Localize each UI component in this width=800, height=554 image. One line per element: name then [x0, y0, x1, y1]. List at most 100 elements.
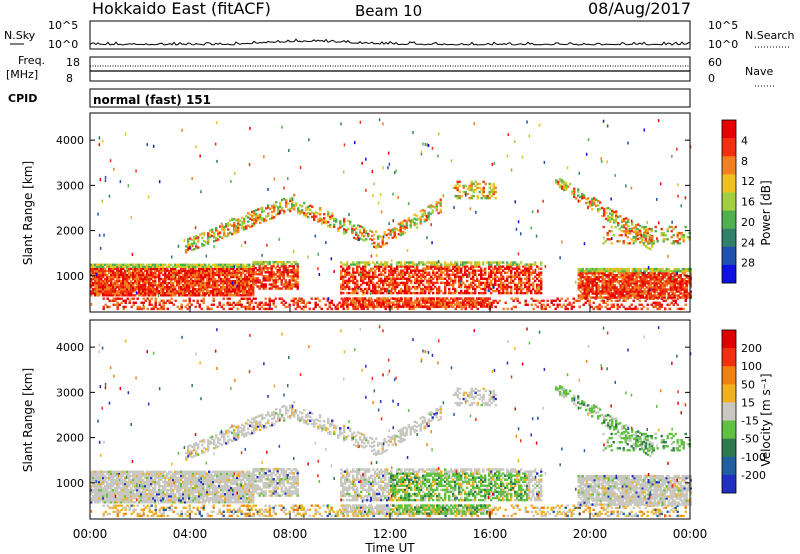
power-cell: [374, 289, 377, 293]
power-cell: [236, 307, 239, 311]
power-cell: [154, 273, 157, 277]
power-cell: [188, 290, 191, 293]
power-cell: [222, 273, 225, 277]
power-cell: [262, 287, 265, 290]
power-cell: [581, 272, 584, 275]
power-cell: [386, 263, 389, 266]
power-cell: [430, 303, 433, 306]
power-cell: [213, 231, 216, 235]
nsky-panel: [89, 20, 691, 50]
power-cell: [605, 217, 608, 221]
power-cell: [468, 287, 471, 291]
power-cell: [536, 287, 539, 291]
power-cell: [649, 274, 652, 277]
power-cell: [476, 263, 479, 266]
power-cell: [407, 217, 410, 220]
power-cell: [226, 281, 229, 285]
power-cell: [136, 269, 139, 273]
power-cell: [255, 215, 258, 218]
power-cell: [202, 275, 205, 279]
power-cell: [623, 294, 626, 297]
power-cell: [200, 265, 203, 268]
power-cell: [345, 229, 348, 232]
power-cell: [148, 269, 151, 273]
power-cell: [424, 303, 427, 306]
power-cell: [191, 248, 194, 252]
power-cell: [198, 288, 201, 291]
power-cell: [637, 274, 640, 277]
power-cell: [518, 273, 521, 276]
power-cell: [110, 277, 113, 281]
power-cell: [625, 223, 628, 226]
power-cell: [275, 201, 278, 204]
power-cell: [431, 209, 434, 212]
power-cell: [460, 289, 463, 293]
power-cell: [357, 234, 360, 237]
power-cell: [210, 284, 213, 287]
power-cell: [609, 296, 612, 299]
power-cell: [372, 267, 375, 270]
power-cell: [410, 275, 413, 278]
power-cell: [246, 281, 249, 285]
power-cell: [448, 267, 451, 270]
power-cell: [190, 263, 193, 266]
power-cell: [522, 265, 525, 268]
power-cell: [606, 303, 609, 306]
power-cell: [196, 301, 199, 304]
power-cell: [190, 286, 193, 289]
power-cell: [172, 286, 175, 289]
power-cell: [90, 284, 93, 287]
power-cell: [140, 273, 143, 277]
power-cell: [198, 284, 201, 287]
power-cell: [144, 288, 147, 291]
power-cell: [434, 263, 437, 266]
power-cell: [352, 279, 355, 283]
power-cell: [208, 275, 211, 279]
power-cell: [152, 286, 155, 289]
power-cell: [260, 262, 263, 266]
power-cell: [264, 265, 267, 268]
power-cell: [486, 281, 489, 285]
power-cell: [244, 307, 247, 311]
power-cell: [292, 271, 295, 274]
power-cell: [268, 260, 271, 264]
power-cell: [193, 239, 196, 243]
power-cell: [439, 208, 442, 212]
power-cell: [625, 274, 628, 277]
power-cell: [250, 279, 253, 283]
power-cell: [164, 269, 167, 273]
power-cell: [270, 307, 273, 311]
power-cell: [661, 269, 664, 273]
power-cell: [550, 299, 553, 302]
power-cell: [679, 274, 682, 277]
power-cell: [399, 221, 402, 225]
power-cell: [625, 221, 628, 224]
power-cell: [168, 263, 171, 266]
power-cell: [472, 188, 475, 192]
power-cell: [106, 269, 109, 273]
power-cell: [158, 286, 161, 289]
power-cell: [286, 271, 289, 274]
power-cell: [398, 305, 401, 308]
power-cell: [126, 277, 129, 281]
power-cell: [150, 281, 153, 285]
power-cell: [400, 299, 403, 302]
power-cell: [583, 276, 586, 279]
power-cell: [92, 271, 95, 275]
power-cell: [468, 291, 471, 295]
power-cell: [186, 281, 189, 285]
power-cell: [522, 291, 525, 295]
power-cell: [598, 303, 601, 306]
power-cell: [403, 231, 406, 234]
power-cell: [366, 303, 369, 306]
power-cell: [643, 274, 646, 277]
power-cell: [420, 287, 423, 291]
power-cell: [180, 307, 183, 311]
power-cell: [206, 286, 209, 289]
power-cell: [450, 263, 453, 266]
power-cell: [612, 234, 615, 237]
power-cell: [556, 305, 559, 309]
power-cell: [561, 179, 564, 182]
power-cell: [436, 281, 439, 285]
power-cell: [358, 285, 361, 289]
